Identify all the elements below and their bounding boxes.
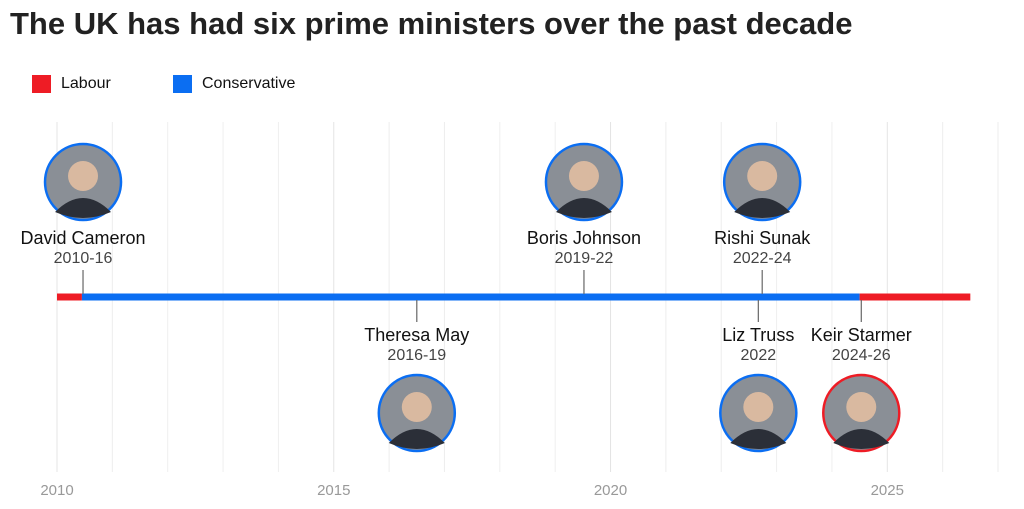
pm-photo-body (555, 198, 612, 218)
x-tick-label: 2025 (871, 482, 904, 499)
x-tick-label: 2020 (594, 482, 627, 499)
pm-name: Liz Truss (722, 325, 794, 345)
pm-photo-head (743, 392, 774, 422)
pm-photo-body (734, 198, 791, 218)
legend-label: Labour (61, 75, 111, 92)
pm-photo-head (747, 161, 778, 191)
party-segment (57, 293, 82, 301)
party-segment (859, 293, 971, 301)
pm-years: 2019-22 (555, 250, 614, 267)
pm-years: 2010-16 (54, 250, 113, 267)
pm-photo-head (846, 392, 877, 422)
pm-years: 2022 (741, 347, 777, 364)
pm-photo-body (388, 429, 445, 449)
pm-name: Rishi Sunak (714, 228, 811, 248)
pm-photo-head (68, 161, 99, 191)
pm-photo-body (833, 429, 890, 449)
x-tick-label: 2010 (40, 482, 73, 499)
pm-photo-body (730, 429, 787, 449)
legend-swatch (173, 75, 192, 93)
pm-years: 2022-24 (733, 250, 792, 267)
party-segment (81, 293, 860, 301)
legend-label: Conservative (202, 75, 295, 92)
chart-title: The UK has had six prime ministers over … (10, 6, 852, 41)
pm-years: 2024-26 (832, 347, 891, 364)
pm-photo-head (568, 161, 599, 191)
pm-name: Theresa May (364, 325, 469, 345)
x-tick-label: 2015 (317, 482, 350, 499)
pm-name: Boris Johnson (527, 228, 641, 248)
pm-photo-head (401, 392, 432, 422)
pm-photo-body (55, 198, 112, 218)
legend-swatch (32, 75, 51, 93)
pm-years: 2016-19 (387, 347, 446, 364)
pm-name: David Cameron (20, 228, 145, 248)
pm-name: Keir Starmer (811, 325, 912, 345)
